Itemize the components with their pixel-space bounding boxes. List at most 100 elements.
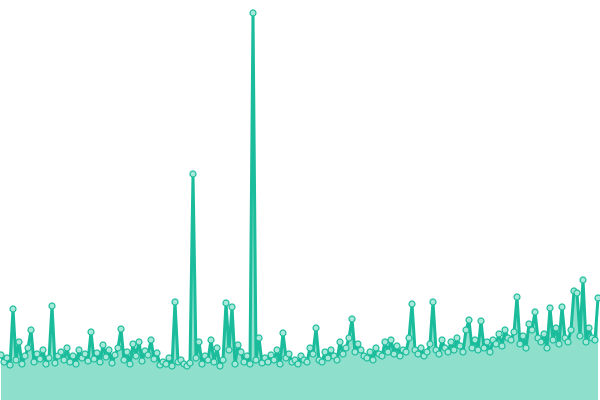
data-point	[351, 348, 359, 356]
data-point	[483, 338, 491, 346]
data-point	[168, 362, 176, 370]
data-point	[366, 348, 374, 356]
data-point	[363, 354, 371, 362]
data-point	[147, 336, 155, 344]
data-point	[39, 346, 47, 354]
data-point	[252, 356, 260, 364]
data-point	[138, 357, 146, 365]
data-point	[27, 326, 35, 334]
data-point	[453, 334, 461, 342]
data-point	[435, 350, 443, 358]
data-point	[546, 304, 554, 312]
data-point	[21, 352, 29, 360]
data-point	[81, 350, 89, 358]
data-point	[339, 350, 347, 358]
data-point	[15, 338, 23, 346]
data-point	[45, 354, 53, 362]
data-point	[369, 356, 377, 364]
data-point	[471, 336, 479, 344]
data-point	[108, 359, 116, 367]
data-point	[444, 348, 452, 356]
data-point	[303, 358, 311, 366]
data-point	[528, 326, 536, 334]
data-point	[405, 334, 413, 342]
data-point	[450, 346, 458, 354]
data-point	[396, 352, 404, 360]
data-point	[537, 338, 545, 346]
data-point	[309, 350, 317, 358]
data-point	[66, 358, 74, 366]
data-point	[345, 334, 353, 342]
data-point	[111, 351, 119, 359]
data-point	[480, 344, 488, 352]
data-point	[567, 326, 575, 334]
data-point	[549, 336, 557, 344]
data-point	[87, 328, 95, 336]
line-layer	[0, 11, 600, 368]
data-point	[216, 362, 224, 370]
data-point	[333, 356, 341, 364]
data-point	[486, 348, 494, 356]
data-point	[585, 324, 593, 332]
data-point	[30, 358, 38, 366]
data-point	[423, 348, 431, 356]
data-point	[3, 354, 11, 362]
data-point	[465, 316, 473, 324]
data-point	[267, 351, 275, 359]
data-point	[564, 338, 572, 346]
data-point	[516, 340, 524, 348]
data-point	[189, 170, 197, 178]
data-point	[408, 300, 416, 308]
data-point	[60, 356, 68, 364]
data-point	[219, 356, 227, 364]
data-point	[57, 348, 65, 356]
data-point	[96, 358, 104, 366]
data-point	[129, 340, 137, 348]
data-point	[492, 340, 500, 348]
data-point	[555, 340, 563, 348]
data-point	[213, 344, 221, 352]
data-point	[285, 350, 293, 358]
data-point	[162, 360, 170, 368]
data-point	[402, 348, 410, 356]
data-point	[240, 358, 248, 366]
data-point	[222, 299, 230, 307]
data-point	[381, 338, 389, 346]
data-point	[0, 351, 5, 359]
data-point	[33, 350, 41, 358]
data-point	[270, 356, 278, 364]
data-point	[234, 341, 242, 349]
data-point	[354, 340, 362, 348]
data-point	[378, 352, 386, 360]
data-point	[42, 360, 50, 368]
data-point	[75, 346, 83, 354]
data-point	[501, 326, 509, 334]
data-point	[522, 344, 530, 352]
data-point	[579, 276, 587, 284]
data-point	[456, 342, 464, 350]
data-point	[312, 324, 320, 332]
data-point	[393, 342, 401, 350]
data-point	[279, 329, 287, 337]
data-point	[12, 356, 20, 364]
data-point	[429, 298, 437, 306]
data-point	[72, 360, 80, 368]
data-point	[246, 360, 254, 368]
data-point	[93, 349, 101, 357]
data-point	[273, 346, 281, 354]
data-point	[591, 336, 599, 344]
data-point	[36, 355, 44, 363]
data-point	[117, 325, 125, 333]
data-point	[243, 352, 251, 360]
data-point	[126, 360, 134, 368]
data-point	[387, 336, 395, 344]
data-point	[195, 338, 203, 346]
data-point	[171, 298, 179, 306]
data-point	[225, 346, 233, 354]
data-point	[498, 342, 506, 350]
data-point	[228, 303, 236, 311]
data-point	[69, 352, 77, 360]
data-point	[327, 346, 335, 354]
data-point	[264, 358, 272, 366]
